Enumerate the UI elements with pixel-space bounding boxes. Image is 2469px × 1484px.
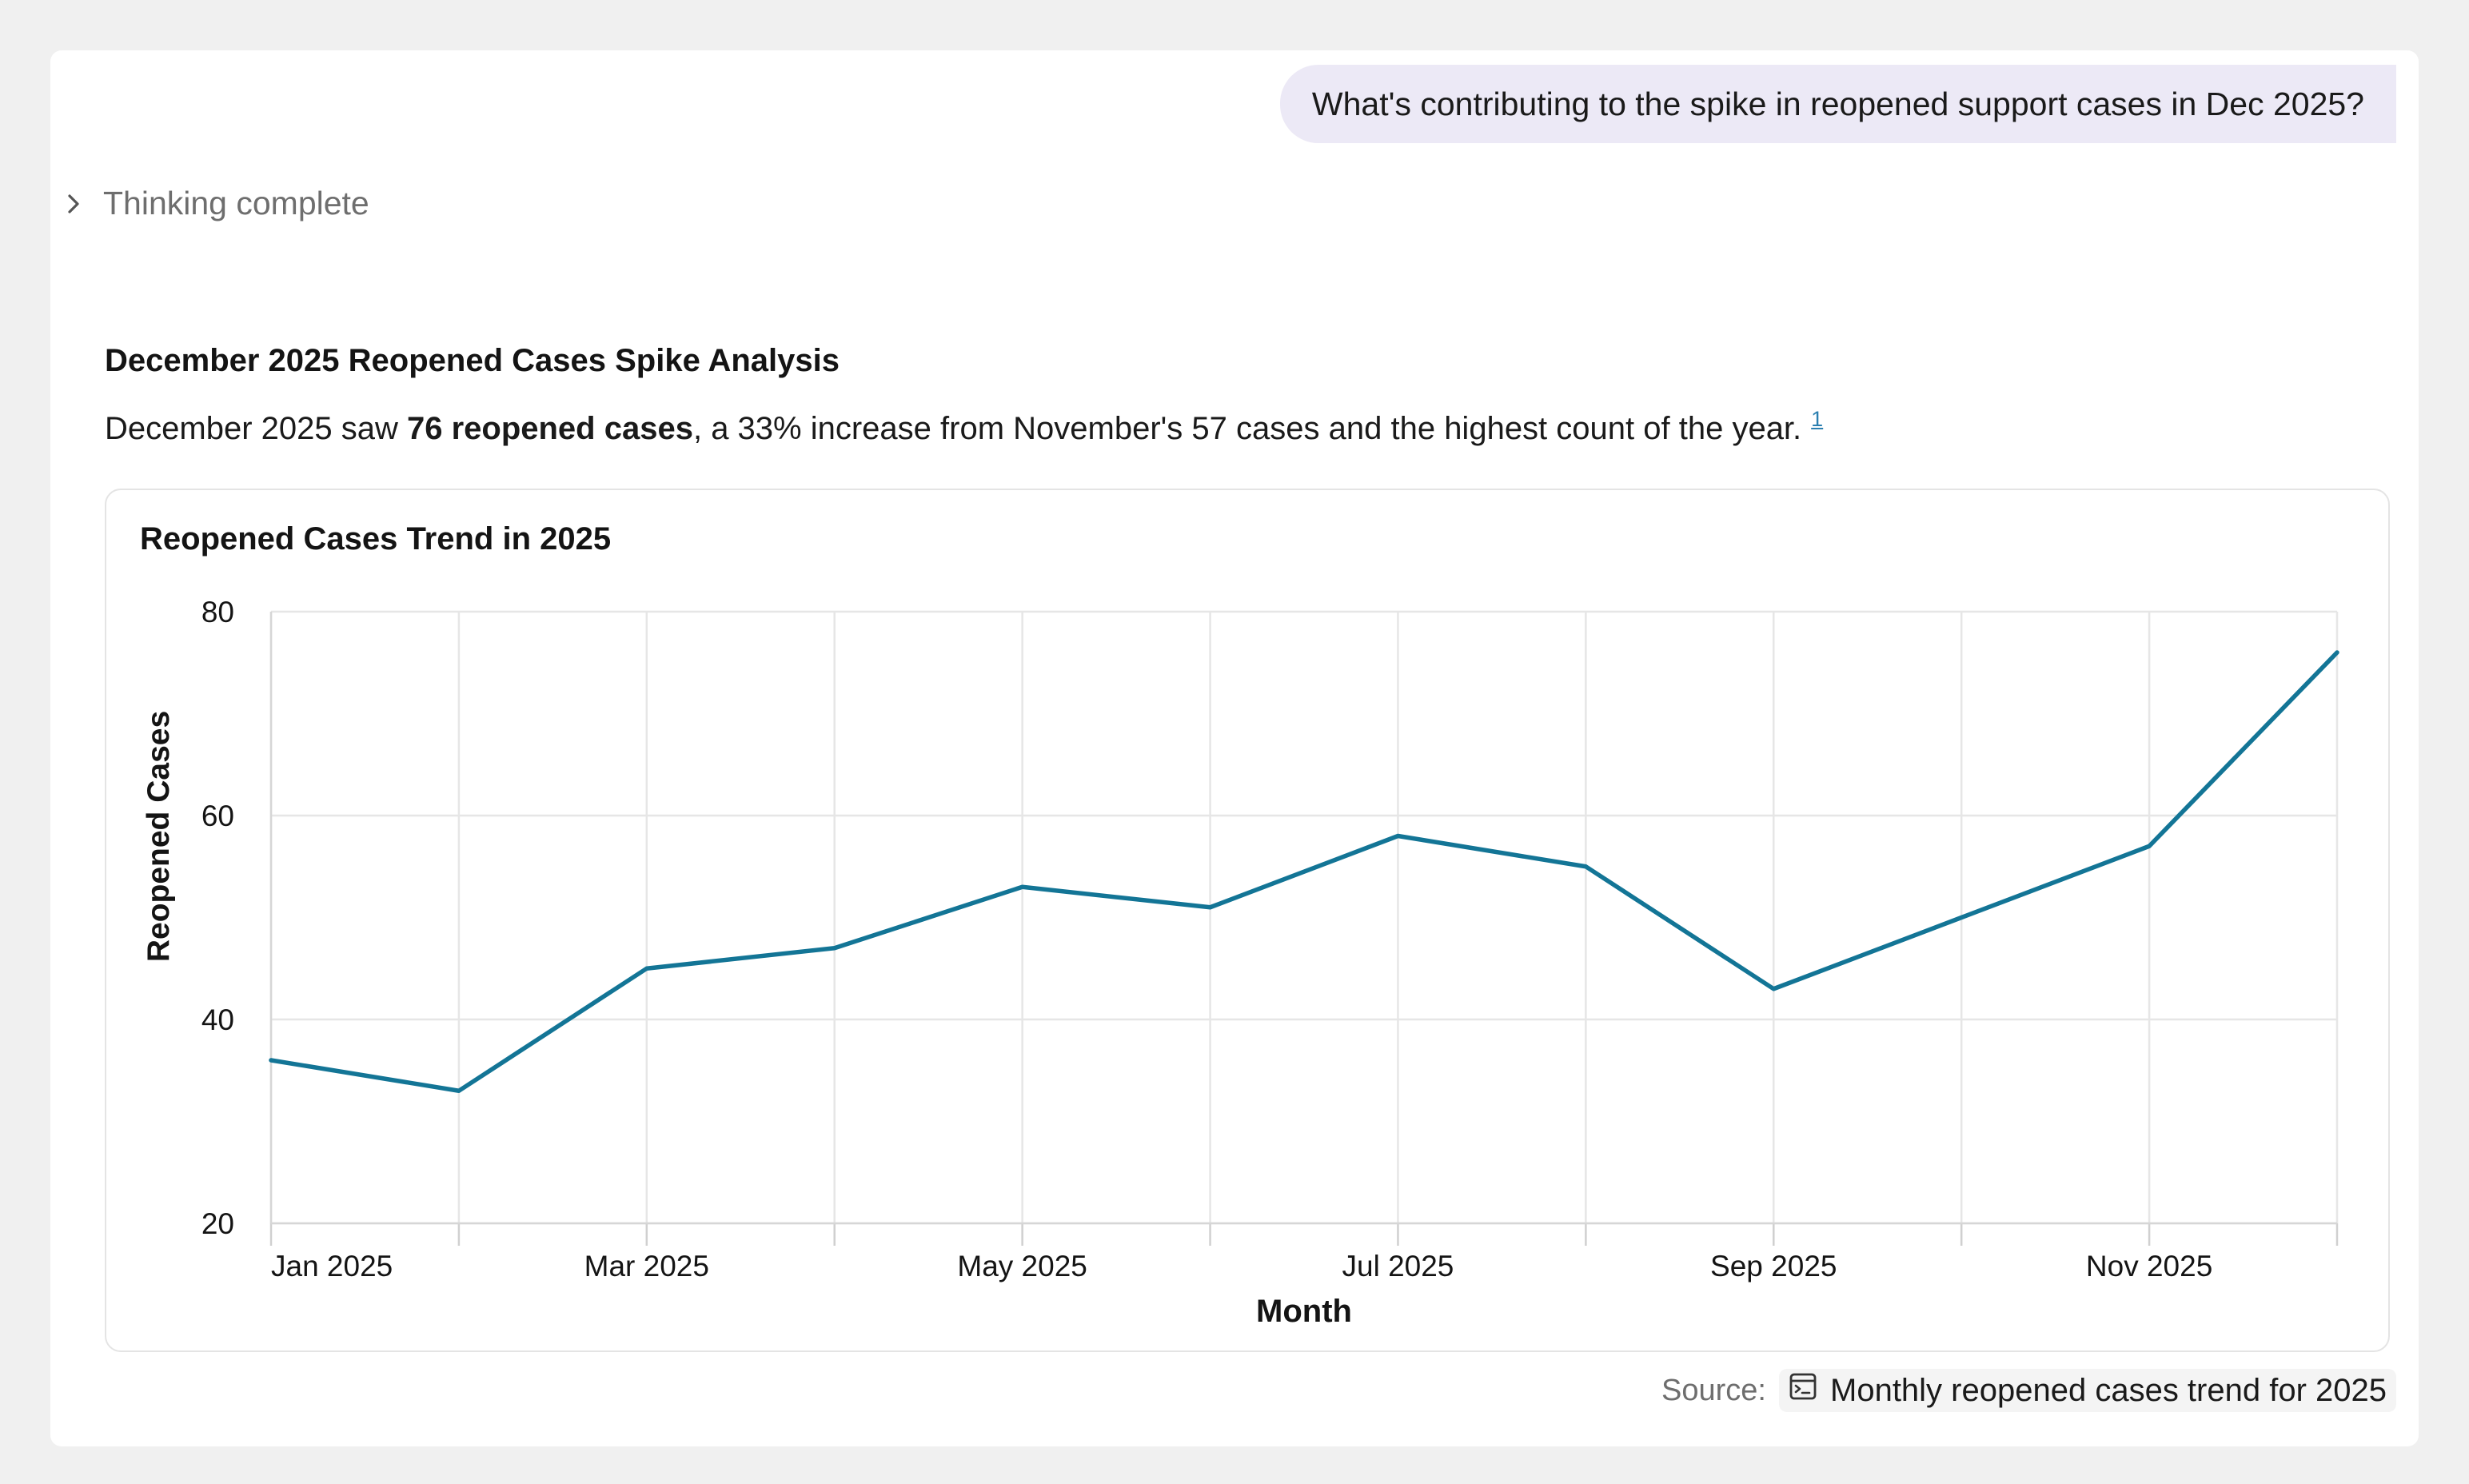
chart-title: Reopened Cases Trend in 2025	[140, 521, 611, 556]
source-item-label: Monthly reopened cases trend for 2025	[1830, 1372, 2387, 1408]
y-axis-label: Reopened Cases	[142, 711, 176, 962]
user-message-text: What's contributing to the spike in reop…	[1311, 85, 2364, 122]
x-tick-label: Mar 2025	[584, 1250, 709, 1283]
chat-panel: What's contributing to the spike in reop…	[50, 50, 2419, 1446]
thinking-toggle[interactable]: Thinking complete	[66, 185, 369, 222]
line-chart: Reopened Cases Trend in 2025 Reopened Ca…	[140, 521, 2339, 1329]
x-tick-label: Sep 2025	[1710, 1250, 1837, 1283]
answer-heading: December 2025 Reopened Cases Spike Analy…	[105, 343, 840, 378]
chart-card: Reopened Cases Trend in 2025 Reopened Ca…	[105, 489, 2390, 1352]
x-tick-label: Jan 2025	[271, 1250, 393, 1283]
x-tick-label: Nov 2025	[2086, 1250, 2212, 1283]
y-tick-label: 60	[201, 800, 234, 832]
source-label: Source:	[1661, 1373, 1766, 1407]
summary-lead: December 2025 saw	[105, 411, 407, 446]
summary-rest: , a 33% increase from November's 57 case…	[692, 411, 1802, 446]
user-message-bubble: What's contributing to the spike in reop…	[1279, 65, 2396, 143]
thinking-label: Thinking complete	[103, 185, 369, 221]
y-tick-label: 20	[201, 1207, 234, 1240]
x-tick-label: Jul 2025	[1342, 1250, 1454, 1283]
citation-link[interactable]: 1	[1811, 407, 1824, 431]
answer-summary: December 2025 saw 76 reopened cases, a 3…	[105, 407, 1823, 447]
chevron-right-icon	[66, 193, 81, 215]
y-tick-label: 80	[201, 596, 234, 628]
source-row: Source: Monthly reopened cases trend for…	[1661, 1366, 2396, 1414]
x-tick-label: May 2025	[957, 1250, 1087, 1283]
source-chip[interactable]: Monthly reopened cases trend for 2025	[1779, 1369, 2396, 1412]
terminal-doc-icon	[1789, 1372, 1817, 1409]
x-axis-label: Month	[1256, 1294, 1352, 1329]
summary-highlight: 76 reopened cases	[406, 411, 693, 446]
series-line	[269, 650, 2339, 1093]
y-tick-label: 40	[201, 1003, 234, 1036]
